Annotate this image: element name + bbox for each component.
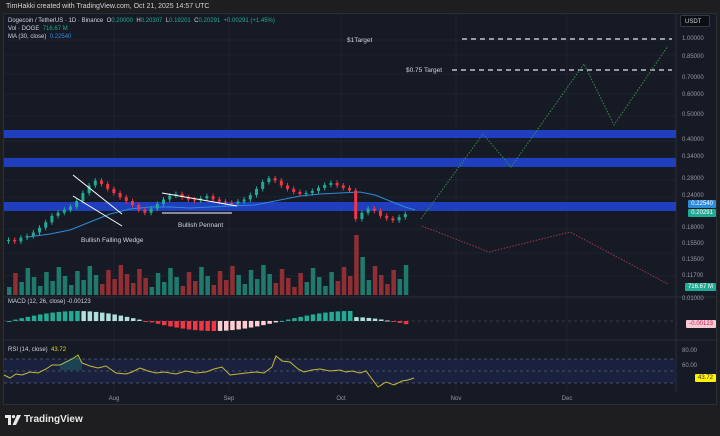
macd-legend: MACD (12, 26, close) -0.00123: [8, 299, 91, 305]
macd-price-tag: -0.00123: [686, 320, 716, 328]
attribution-text: TimHakki created with TradingView.com, O…: [6, 3, 210, 10]
ma-line: [27, 191, 416, 238]
pennant-label: Bullish Pennant: [178, 222, 223, 229]
volume-legend: Vol · DOGE 716.67 M: [8, 26, 68, 32]
macd-histogram: [7, 311, 409, 331]
rsi-price-tag: 43.72: [694, 374, 716, 382]
support-band: [4, 202, 676, 211]
attribution-bar: TimHakki created with TradingView.com, O…: [0, 0, 720, 13]
rsi-legend: RSI (14, close) 43.72: [8, 347, 67, 353]
target-label-1: $1Target: [347, 37, 372, 44]
tradingview-logo-icon: [5, 414, 21, 425]
target-label-075: $0.75 Target: [406, 67, 442, 74]
tradingview-logo-text: TradingView: [24, 414, 83, 425]
close-price-tag: 0.20291: [688, 209, 716, 217]
resistance-band-upper: [4, 130, 676, 138]
wedge-label: Bullish Falling Wedge: [81, 237, 144, 244]
volume-price-tag: 716.67 M: [684, 283, 716, 291]
ma-legend: MA (30, close) 0.22540: [8, 34, 72, 40]
currency-selector-button[interactable]: USDT: [680, 15, 710, 27]
rsi-line: [3, 354, 415, 388]
main-legend: Dogecoin / TetherUS · 1D · Binance O0.20…: [8, 18, 275, 24]
resistance-band-middle: [4, 158, 676, 167]
tradingview-logo[interactable]: TradingView: [5, 414, 83, 425]
bearish-projection-path: [421, 225, 669, 285]
ma-price-tag: 0.22540: [688, 200, 716, 208]
volume-series: [7, 235, 409, 295]
bullish-projection-path: [420, 45, 669, 220]
